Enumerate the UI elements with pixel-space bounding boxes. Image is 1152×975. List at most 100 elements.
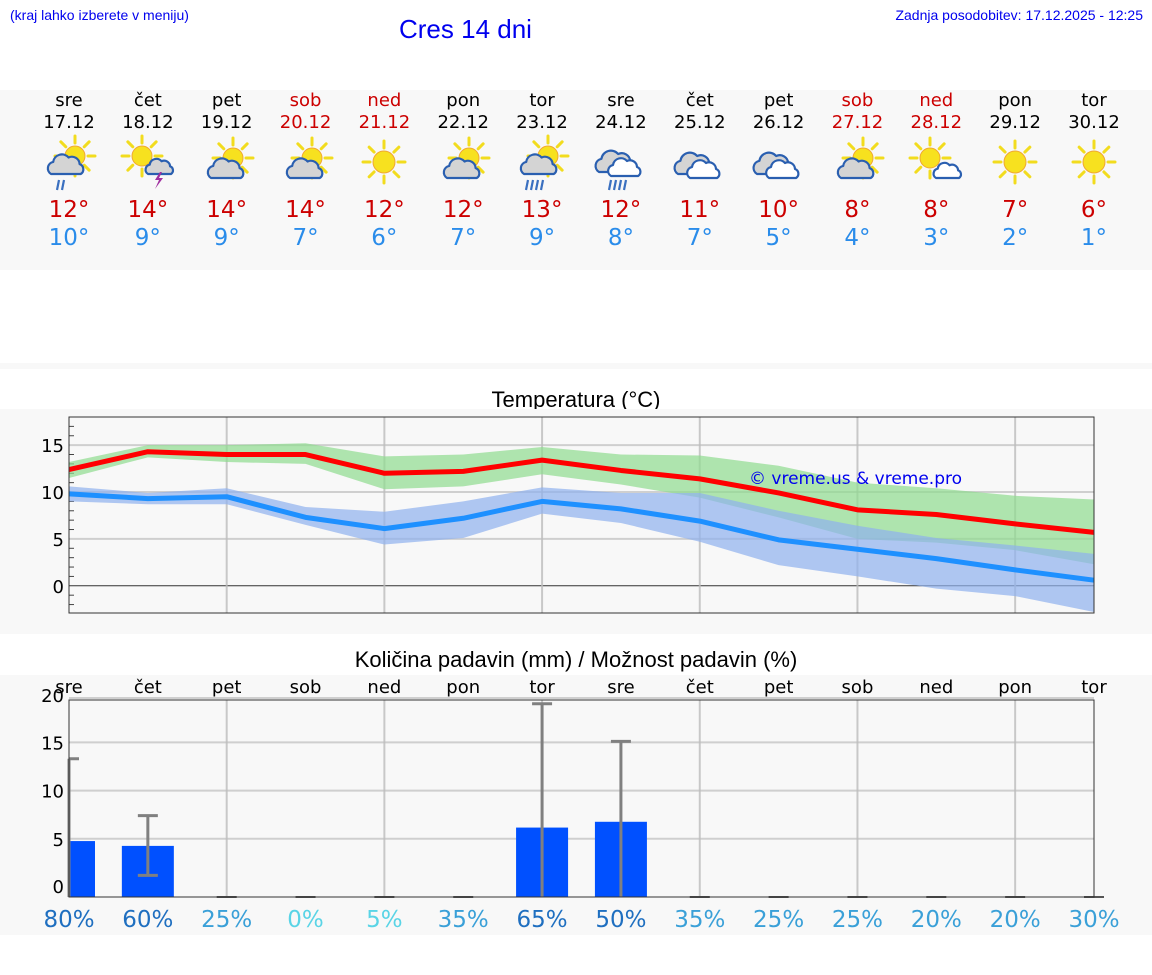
min-temp: 3° (923, 225, 950, 251)
last-update: Zadnja posodobitev: 17.12.2025 - 12:25 (895, 7, 1143, 23)
day-name: čet (133, 90, 162, 111)
day-column: tor 30.12 6° 1° (1055, 90, 1133, 252)
location-hint-link[interactable]: (kraj lahko izberete v meniju) (10, 7, 189, 23)
day-column: pet 19.12 14° 9° (188, 90, 266, 252)
max-temp: 12° (600, 197, 642, 223)
precip-probability: 25% (753, 907, 804, 933)
precip-day-label: tor (529, 677, 555, 698)
day-column: pon 29.12 7° 2° (976, 90, 1054, 252)
svg-text:15: 15 (41, 436, 64, 457)
max-temp: 12° (442, 197, 484, 223)
svg-text:0: 0 (53, 577, 64, 598)
precip-probability: 35% (438, 907, 489, 933)
day-column: pet 26.12 10° 5° (740, 90, 818, 252)
partly-cloudy-icon (443, 136, 491, 180)
min-temp-line (68, 491, 1095, 583)
day-date: 22.12 (437, 112, 489, 133)
day-name: tor (1081, 90, 1107, 111)
day-date: 30.12 (1068, 112, 1120, 133)
overcast-icon (752, 151, 800, 180)
precip-day-label: ned (919, 677, 953, 698)
day-date: 29.12 (989, 112, 1041, 133)
min-temp: 7° (450, 225, 477, 251)
day-name: ned (919, 90, 954, 111)
precip-day-label: sob (842, 677, 874, 698)
precip-day-label: pet (764, 677, 794, 698)
min-temp: 5° (765, 225, 792, 251)
day-date: 18.12 (122, 112, 174, 133)
min-temp: 9° (528, 225, 556, 251)
precip-bar (69, 841, 95, 897)
precip-probability: 25% (201, 907, 252, 933)
max-temp: 14° (127, 197, 169, 223)
max-temp: 12° (48, 197, 90, 223)
min-temp: 7° (686, 225, 713, 251)
max-temp-line (68, 449, 1095, 535)
max-temp: 8° (844, 197, 871, 223)
day-name: sre (607, 90, 635, 111)
sun-cloud-rain-icon (519, 134, 570, 191)
page-title: Cres 14 dni (399, 14, 532, 44)
day-column: ned 21.12 12° 6° (345, 90, 423, 252)
min-temp: 8° (607, 225, 634, 251)
overcast-icon (673, 151, 721, 180)
partly-cloudy-icon (206, 136, 255, 180)
precip-day-label: sob (290, 677, 322, 698)
day-column: čet 25.12 11° 7° (661, 90, 739, 252)
svg-text:15: 15 (41, 733, 64, 754)
day-name: pon (998, 90, 1033, 111)
max-temp: 14° (206, 197, 248, 223)
sun-small-cloud-icon (908, 136, 963, 180)
max-temp: 11° (679, 197, 721, 223)
precip-day-label: pon (998, 677, 1032, 698)
day-date: 28.12 (910, 112, 963, 133)
precip-probability: 5% (366, 907, 403, 933)
temperature-chart-title: Temperatura (°C) (491, 387, 661, 412)
max-temp: 14° (285, 197, 326, 223)
svg-text:0: 0 (53, 877, 64, 898)
day-column: ned 28.12 8° 3° (897, 90, 975, 252)
svg-text:10: 10 (41, 483, 64, 504)
day-name: pet (211, 90, 242, 111)
precip-probability: 65% (517, 907, 568, 933)
min-temp: 4° (844, 225, 871, 251)
precip-probability: 0% (287, 907, 324, 933)
precip-probability: 20% (911, 907, 962, 933)
temperature-chart: 0 5 10 15 © vreme.us & vreme.pro (41, 416, 1095, 614)
min-temp: 6° (371, 225, 398, 251)
precip-probability: 60% (122, 907, 173, 933)
precip-day-label: pon (446, 677, 480, 698)
day-date: 25.12 (674, 112, 726, 133)
sun-icon (992, 139, 1038, 185)
partly-cloudy-icon (837, 136, 885, 180)
min-temp: 9° (213, 225, 240, 251)
precip-probability: 50% (595, 907, 646, 933)
day-date: 24.12 (595, 112, 647, 133)
day-date: 23.12 (516, 112, 568, 133)
day-date: 26.12 (752, 112, 805, 133)
precip-day-label: sre (55, 677, 82, 698)
svg-text:5: 5 (53, 830, 64, 851)
svg-text:20: 20 (41, 686, 64, 707)
day-date: 27.12 (831, 112, 884, 133)
max-temp: 10° (758, 197, 799, 223)
precip-day-label: pet (212, 677, 242, 698)
day-column: sre 24.12 12° 8° (582, 90, 660, 252)
max-temp: 13° (521, 197, 563, 223)
day-name: sob (289, 90, 322, 111)
day-name: ned (367, 90, 402, 111)
min-temp: 2° (1002, 225, 1029, 251)
day-column: tor 23.12 13° 9° (503, 90, 581, 252)
sun-icon (1071, 139, 1117, 185)
svg-text:5: 5 (53, 530, 64, 551)
sun-cloud-light-rain-icon (46, 134, 97, 191)
day-date: 21.12 (358, 112, 411, 133)
partly-cloudy-icon (285, 136, 334, 180)
min-temp: 1° (1080, 225, 1108, 251)
precip-probability: 20% (990, 907, 1041, 933)
day-column: sob 27.12 8° 4° (818, 90, 896, 252)
day-column: pon 22.12 12° 7° (424, 90, 502, 252)
precip-probability: 35% (674, 907, 725, 933)
min-temp: 10° (48, 225, 90, 251)
